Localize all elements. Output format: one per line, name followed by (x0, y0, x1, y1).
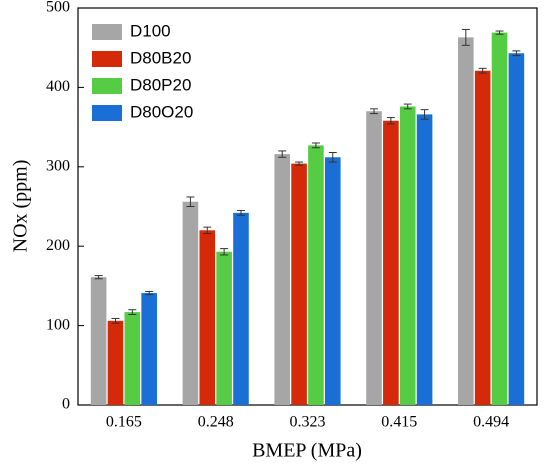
error-bar (236, 209, 245, 216)
error-bar (386, 117, 395, 125)
bar (383, 120, 399, 406)
y-axis-label: NOx (ppm) (10, 160, 32, 253)
legend-label: D80O20 (130, 102, 193, 121)
x-axis-label: BMEP (MPa) (252, 440, 362, 462)
error-bar (420, 109, 429, 120)
legend-swatch (92, 78, 122, 94)
bar (124, 312, 141, 405)
error-bar (370, 108, 379, 115)
bar (491, 32, 508, 405)
bar (324, 157, 341, 405)
error-bar (128, 309, 137, 315)
x-tick-label: 0.323 (290, 414, 326, 431)
bar (416, 114, 433, 406)
error-bar (461, 28, 470, 46)
error-bar (295, 161, 304, 166)
bar (90, 277, 107, 405)
legend-swatch (92, 51, 122, 67)
error-bar (111, 317, 120, 324)
y-tick-label: 300 (46, 157, 70, 174)
y-tick-label: 0 (62, 396, 70, 413)
bar (308, 145, 324, 405)
y-tick-label: 100 (46, 316, 70, 333)
bar (399, 106, 416, 406)
legend-label: D80P20 (130, 75, 191, 94)
error-bar (403, 103, 412, 110)
error-bar (495, 30, 504, 35)
legend-swatch (92, 24, 122, 40)
bar (474, 70, 491, 405)
error-bar (311, 142, 320, 149)
error-bar (278, 150, 287, 158)
bar (233, 212, 249, 405)
x-tick-label: 0.165 (106, 414, 142, 431)
error-bar (512, 50, 521, 57)
error-bar (186, 196, 195, 207)
bar (216, 251, 232, 405)
x-tick-label: 0.494 (473, 414, 509, 431)
bar (274, 154, 291, 405)
x-tick-label: 0.415 (381, 414, 417, 431)
bar (458, 37, 474, 406)
x-tick-label: 0.248 (198, 414, 234, 431)
bar (291, 163, 307, 405)
error-bar (94, 275, 103, 280)
bar (107, 320, 124, 405)
error-bar (220, 248, 229, 256)
legend-label: D80B20 (130, 48, 191, 67)
bar (182, 201, 199, 405)
legend-label: D100 (130, 21, 171, 40)
error-bar (478, 67, 487, 74)
plot-frame (77, 7, 538, 406)
bar (366, 111, 382, 405)
y-tick-label: 400 (46, 78, 70, 95)
bar (141, 293, 157, 405)
y-tick-label: 200 (46, 237, 70, 254)
bar (508, 53, 525, 406)
y-tick-label: 500 (46, 0, 70, 16)
error-bar (203, 226, 212, 234)
error-bar (145, 290, 154, 296)
bar (199, 230, 216, 405)
legend-swatch (92, 105, 122, 121)
error-bar (328, 152, 337, 163)
